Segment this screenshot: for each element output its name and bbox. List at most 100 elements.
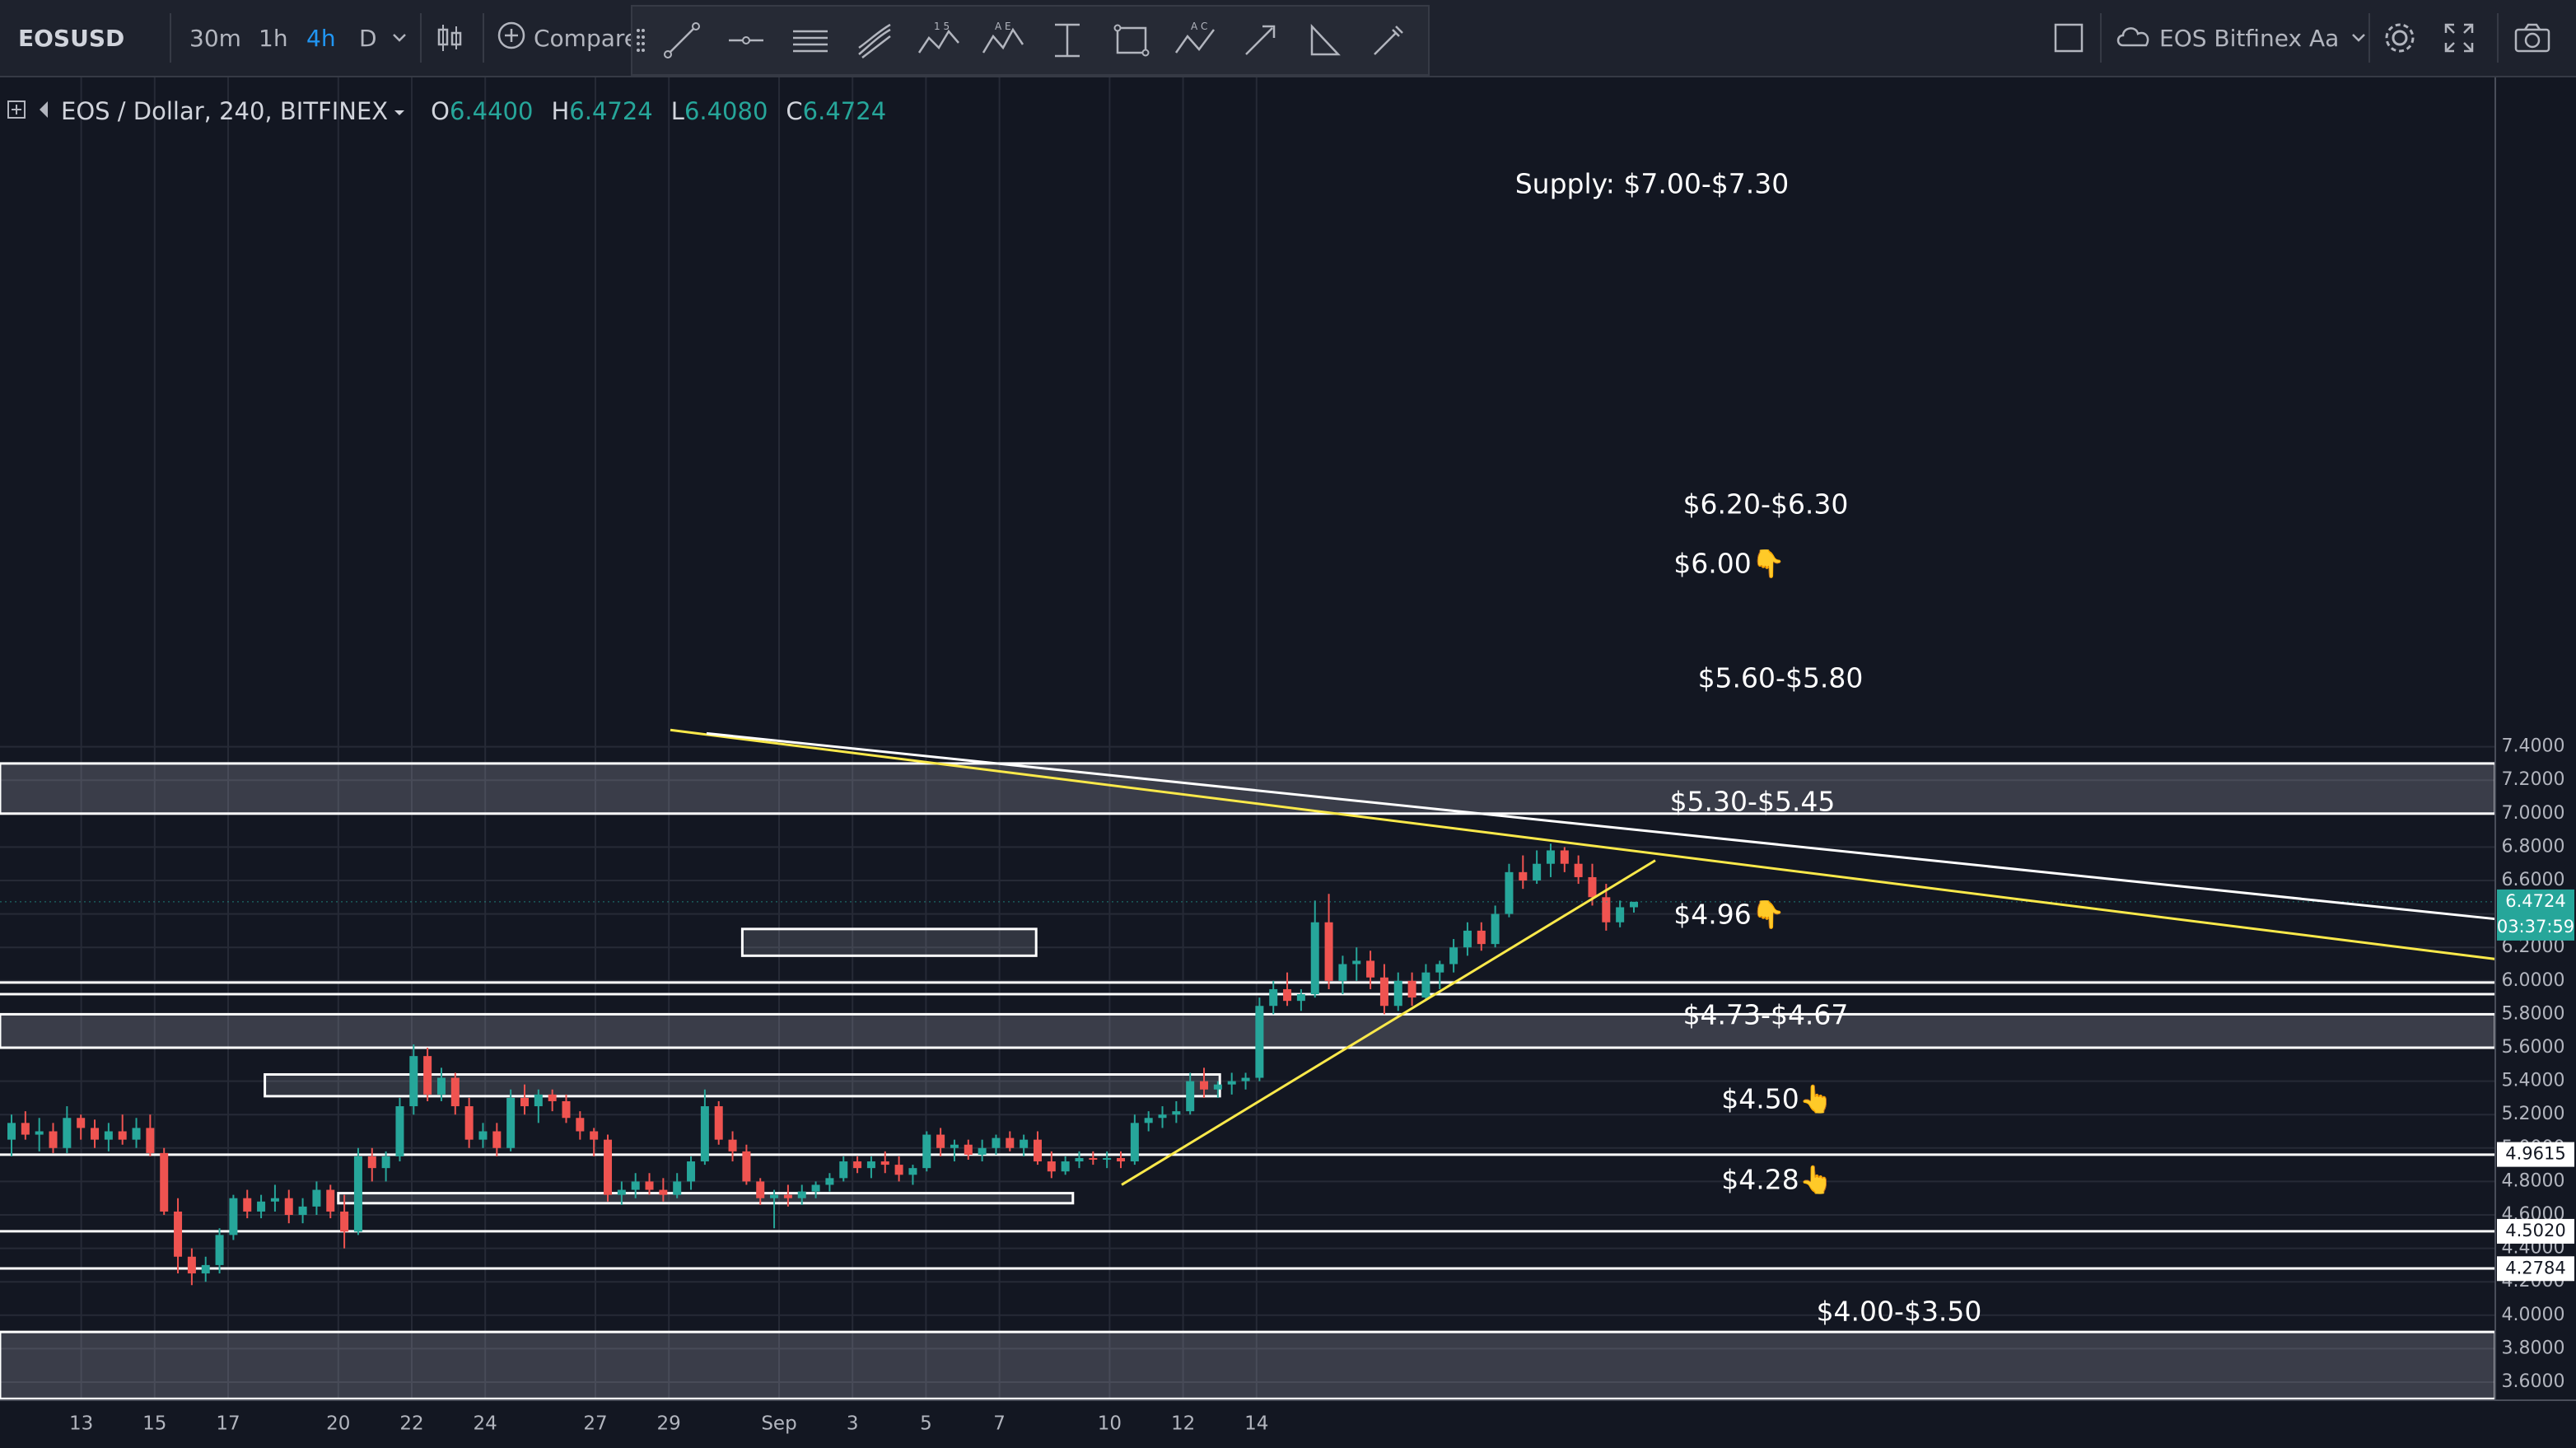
high-label: H <box>551 97 570 125</box>
candle-body <box>1310 922 1319 995</box>
fullscreen-icon[interactable] <box>2443 0 2476 76</box>
candles-icon[interactable] <box>435 0 464 76</box>
time-tick-label: 5 <box>920 1413 932 1435</box>
candle-body <box>146 1128 155 1153</box>
level-label: $6.00👇 <box>1673 548 1785 581</box>
horizontal-line-icon[interactable] <box>715 7 777 74</box>
candle-body <box>617 1189 626 1195</box>
candle-body <box>104 1131 113 1140</box>
candle-body <box>1602 897 1611 923</box>
candle-body <box>506 1097 516 1148</box>
time-tick-label: 15 <box>142 1413 166 1435</box>
zone-label: $5.60-$5.80 <box>1698 662 1864 694</box>
layout-menu[interactable]: EOS Bitfinex Aa <box>2115 0 2367 76</box>
candle-body <box>1241 1077 1250 1081</box>
trend-line-icon[interactable] <box>651 7 713 74</box>
price-tick-label: 7.0000 <box>2502 803 2565 824</box>
brush-icon[interactable] <box>1357 7 1420 74</box>
price-range-icon[interactable] <box>1036 7 1099 74</box>
candle-body <box>1491 913 1500 945</box>
interval-d[interactable]: D <box>359 24 377 52</box>
camera-icon[interactable] <box>2513 0 2551 76</box>
candle-body <box>728 1139 737 1151</box>
open-label: O <box>431 97 450 125</box>
price-badge <box>2497 889 2574 941</box>
time-tick-label: 12 <box>1171 1413 1195 1435</box>
plus-circle-icon <box>496 20 527 57</box>
zone-label: $4.73-$4.67 <box>1683 999 1849 1031</box>
candle-body <box>1172 1111 1181 1115</box>
candle-body <box>1144 1118 1153 1123</box>
arrow-icon[interactable] <box>1229 7 1291 74</box>
candle-body <box>1006 1137 1015 1148</box>
candle-body <box>590 1131 599 1140</box>
candle-body <box>659 1189 668 1195</box>
candle-body <box>1616 907 1625 923</box>
legend-title[interactable]: EOS / Dollar, 240, BITFINEX <box>61 97 389 125</box>
candle-body <box>1630 901 1638 908</box>
zone-label: $6.20-$6.30 <box>1683 488 1849 521</box>
interval-30m[interactable]: 30m <box>189 24 241 52</box>
candle-body <box>1227 1081 1236 1085</box>
pitchfork-icon[interactable] <box>843 7 906 74</box>
candle-body <box>1061 1161 1070 1172</box>
layout-name: EOS Bitfinex Aa <box>2159 24 2340 52</box>
price-tick-label: 4.8000 <box>2502 1170 2565 1191</box>
trendline-yellow <box>1121 859 1656 1186</box>
candle-body <box>1200 1081 1209 1090</box>
level-label: $4.50👆 <box>1721 1083 1833 1115</box>
parallel-channel-icon[interactable] <box>779 7 842 74</box>
time-tick-label: 3 <box>847 1413 859 1435</box>
candle-body <box>49 1131 58 1148</box>
abcd-icon[interactable]: A C <box>1164 7 1227 74</box>
candle-body <box>478 1131 488 1140</box>
toolbar-divider <box>2368 13 2370 63</box>
triangle-icon[interactable] <box>1293 7 1356 74</box>
chevron-down-icon[interactable] <box>390 0 408 76</box>
candle-body <box>700 1106 709 1162</box>
gear-icon[interactable] <box>2382 0 2418 76</box>
interval-1h[interactable]: 1h <box>259 24 288 52</box>
high-value: 6.4724 <box>569 97 653 125</box>
plus-square-icon[interactable] <box>7 97 26 125</box>
candle-body <box>1449 947 1458 965</box>
candle-body <box>1546 850 1555 864</box>
price-badge <box>2497 1142 2574 1167</box>
time-tick-label: 14 <box>1244 1413 1268 1435</box>
candle-body <box>1047 1161 1056 1172</box>
candle-body <box>1421 972 1430 998</box>
pattern-icon[interactable]: 1 5 <box>908 7 970 74</box>
axes: 7.40007.20007.00006.80006.60006.40006.20… <box>0 77 2576 1448</box>
price-chart[interactable]: Supply: $7.00-$7.30 $5.60-$5.80 $4.00-$3.5… <box>0 77 2576 1448</box>
price-tick-label: 5.6000 <box>2502 1037 2565 1058</box>
chevron-down-icon[interactable] <box>393 97 406 125</box>
candle-body <box>978 1147 987 1155</box>
candle-body <box>853 1161 862 1169</box>
time-axis-bg <box>0 1400 2576 1448</box>
rectangle-icon[interactable] <box>1100 7 1163 74</box>
candle-body <box>1519 871 1528 880</box>
elliott-wave-icon[interactable]: A E <box>972 7 1034 74</box>
candle-body <box>825 1178 834 1185</box>
candle-body <box>1352 960 1361 965</box>
candle-body <box>395 1106 404 1156</box>
candle-body <box>1296 994 1305 1002</box>
candle-body <box>229 1198 238 1235</box>
svg-text:A C: A C <box>1191 21 1207 32</box>
low-value: 6.4080 <box>684 97 768 125</box>
candle-body <box>63 1118 72 1148</box>
svg-text:A E: A E <box>995 21 1011 32</box>
symbol-search[interactable]: EOSUSD <box>18 24 125 52</box>
price-badge-label: 6.4724 <box>2505 891 2565 911</box>
candle-body <box>520 1097 529 1107</box>
candle-body <box>77 1118 86 1128</box>
collapse-arrow-icon[interactable] <box>36 97 51 125</box>
interval-4h[interactable]: 4h <box>306 24 336 52</box>
candle-body <box>562 1100 571 1119</box>
candle-body <box>1269 988 1278 1007</box>
candle-body <box>922 1134 931 1169</box>
drag-handle-icon[interactable] <box>632 7 649 74</box>
square-icon[interactable] <box>2052 0 2085 76</box>
time-tick-label: Sep <box>761 1413 796 1435</box>
compare-button[interactable]: Compare <box>496 0 638 76</box>
